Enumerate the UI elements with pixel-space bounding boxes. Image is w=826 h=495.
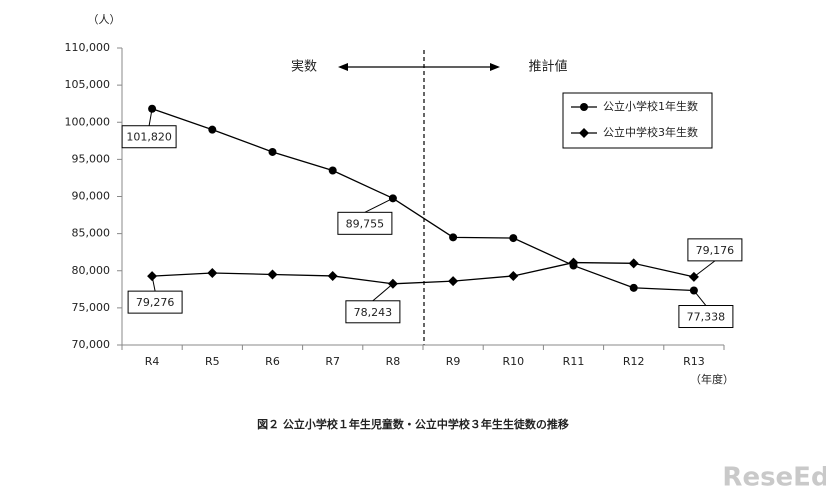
x-unit: （年度） bbox=[690, 372, 734, 386]
leader-line bbox=[693, 290, 707, 306]
x-tick-label: R4 bbox=[145, 355, 160, 368]
x-tick-label: R5 bbox=[205, 355, 220, 368]
arrow-head bbox=[490, 63, 500, 71]
x-tick-label: R11 bbox=[563, 355, 585, 368]
arrow-head bbox=[338, 63, 348, 71]
marker bbox=[327, 270, 338, 281]
series-line bbox=[151, 108, 694, 292]
y-tick-label: 110,000 bbox=[65, 41, 111, 54]
data-label: 78,243 bbox=[354, 306, 393, 319]
x-tick-label: R13 bbox=[683, 355, 705, 368]
label-box bbox=[687, 238, 743, 262]
label-box bbox=[345, 300, 401, 324]
x-tick-label: R8 bbox=[386, 355, 401, 368]
y-tick-label: 95,000 bbox=[72, 152, 111, 165]
data-label: 101,820 bbox=[126, 131, 172, 144]
leader-line bbox=[693, 260, 716, 278]
annotation: 推計値 bbox=[528, 59, 567, 75]
y-tick-label: 75,000 bbox=[72, 301, 111, 314]
marker bbox=[268, 147, 277, 156]
marker bbox=[207, 267, 218, 278]
x-tick-label: R12 bbox=[623, 355, 645, 368]
leader-line bbox=[372, 283, 394, 302]
series-line bbox=[152, 261, 695, 285]
data-label: 89,755 bbox=[346, 217, 385, 230]
caption: 図２ 公立小学校１年生児童数・公立中学校３年生生徒数の推移 bbox=[257, 417, 569, 431]
y-tick-label: 85,000 bbox=[72, 227, 111, 240]
label-box bbox=[337, 211, 393, 235]
data-label: 79,176 bbox=[696, 244, 735, 257]
leader-line bbox=[364, 197, 394, 213]
marker bbox=[448, 276, 459, 287]
x-tick-label: R7 bbox=[325, 355, 340, 368]
marker bbox=[579, 128, 589, 138]
annotation: 実数 bbox=[291, 59, 317, 75]
leader-line bbox=[148, 108, 153, 126]
legend-label: 公立小学校1年生数 bbox=[603, 99, 698, 113]
marker bbox=[508, 270, 519, 281]
marker bbox=[267, 269, 278, 280]
marker bbox=[328, 166, 337, 175]
label-box bbox=[121, 125, 177, 149]
y-tick-label: 80,000 bbox=[72, 264, 111, 277]
y-unit: （人） bbox=[88, 13, 121, 26]
marker bbox=[628, 258, 639, 269]
marker bbox=[449, 233, 458, 242]
legend-box bbox=[562, 92, 713, 149]
x-tick-label: R9 bbox=[446, 355, 461, 368]
data-label: 79,276 bbox=[136, 296, 175, 309]
watermark: ReseEd bbox=[722, 463, 826, 493]
label-box bbox=[678, 305, 734, 329]
y-tick-label: 100,000 bbox=[65, 115, 111, 128]
legend-label: 公立中学校3年生数 bbox=[603, 125, 698, 139]
x-tick-label: R6 bbox=[265, 355, 280, 368]
y-tick-label: 70,000 bbox=[72, 338, 111, 351]
marker bbox=[208, 125, 217, 134]
leader-line bbox=[151, 276, 156, 292]
marker bbox=[580, 103, 588, 111]
y-tick-label: 90,000 bbox=[72, 190, 111, 203]
marker bbox=[629, 283, 638, 292]
marker bbox=[509, 234, 518, 243]
x-tick-label: R10 bbox=[502, 355, 524, 368]
marker bbox=[568, 257, 579, 268]
label-box bbox=[127, 290, 183, 314]
y-tick-label: 105,000 bbox=[65, 78, 111, 91]
data-label: 77,338 bbox=[687, 311, 726, 324]
